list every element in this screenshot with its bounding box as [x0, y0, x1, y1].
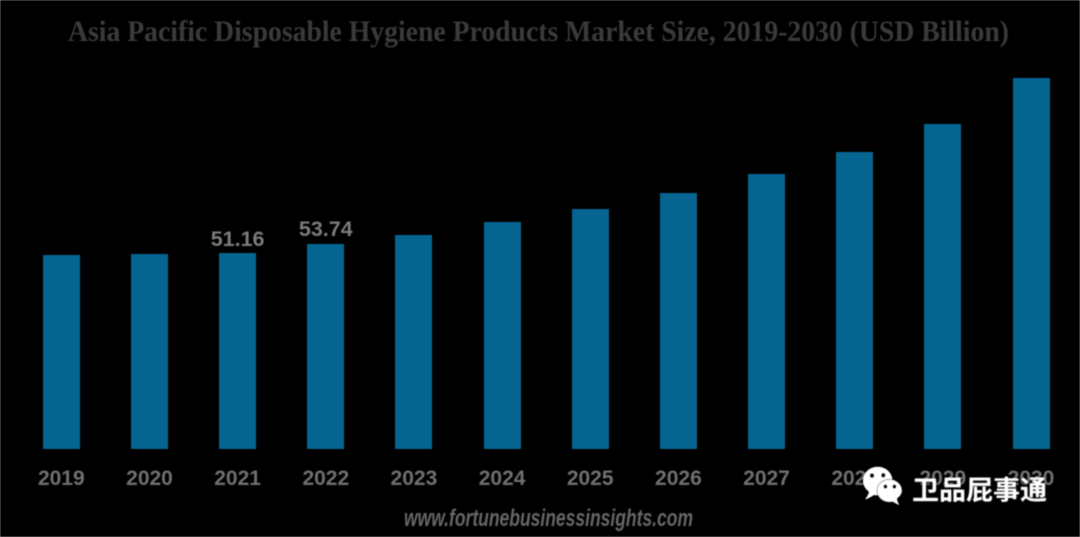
bar-2021 — [219, 253, 257, 449]
x-axis-label-2023: 2023 — [390, 466, 438, 490]
x-axis-label-2028: 2028 — [831, 466, 879, 490]
bar-2026 — [659, 193, 697, 449]
x-axis-label-2020: 2020 — [126, 466, 173, 490]
x-axis-label-2029: 2029 — [919, 466, 967, 490]
data-label-2022: 53.74 — [298, 217, 353, 242]
bar-2024 — [483, 222, 521, 449]
x-axis-label-2021: 2021 — [214, 466, 261, 490]
x-axis-label-2030: 2030 — [1007, 466, 1055, 490]
bar-2028 — [836, 151, 874, 449]
bar-2025 — [571, 209, 609, 449]
bar-2019 — [42, 254, 80, 449]
data-label-2021: 51.16 — [210, 227, 265, 252]
bar-2023 — [395, 234, 433, 449]
x-axis-label-2027: 2027 — [743, 466, 790, 490]
chart-title: Asia Pacific Disposable Hygiene Products… — [68, 16, 1009, 48]
bar-2027 — [748, 174, 785, 449]
x-axis-label-2026: 2026 — [655, 466, 702, 490]
source-website-text: www.fortunebusinessinsights.com — [404, 505, 694, 533]
bar-2020 — [131, 254, 168, 449]
x-axis-label-2019: 2019 — [37, 466, 85, 490]
x-axis-label-2025: 2025 — [566, 466, 614, 490]
bar-2030 — [1012, 78, 1050, 449]
x-axis-label-2022: 2022 — [302, 466, 350, 490]
x-axis-label-2024: 2024 — [478, 466, 526, 490]
bar-2022 — [307, 243, 345, 449]
bar-2029 — [924, 124, 962, 449]
